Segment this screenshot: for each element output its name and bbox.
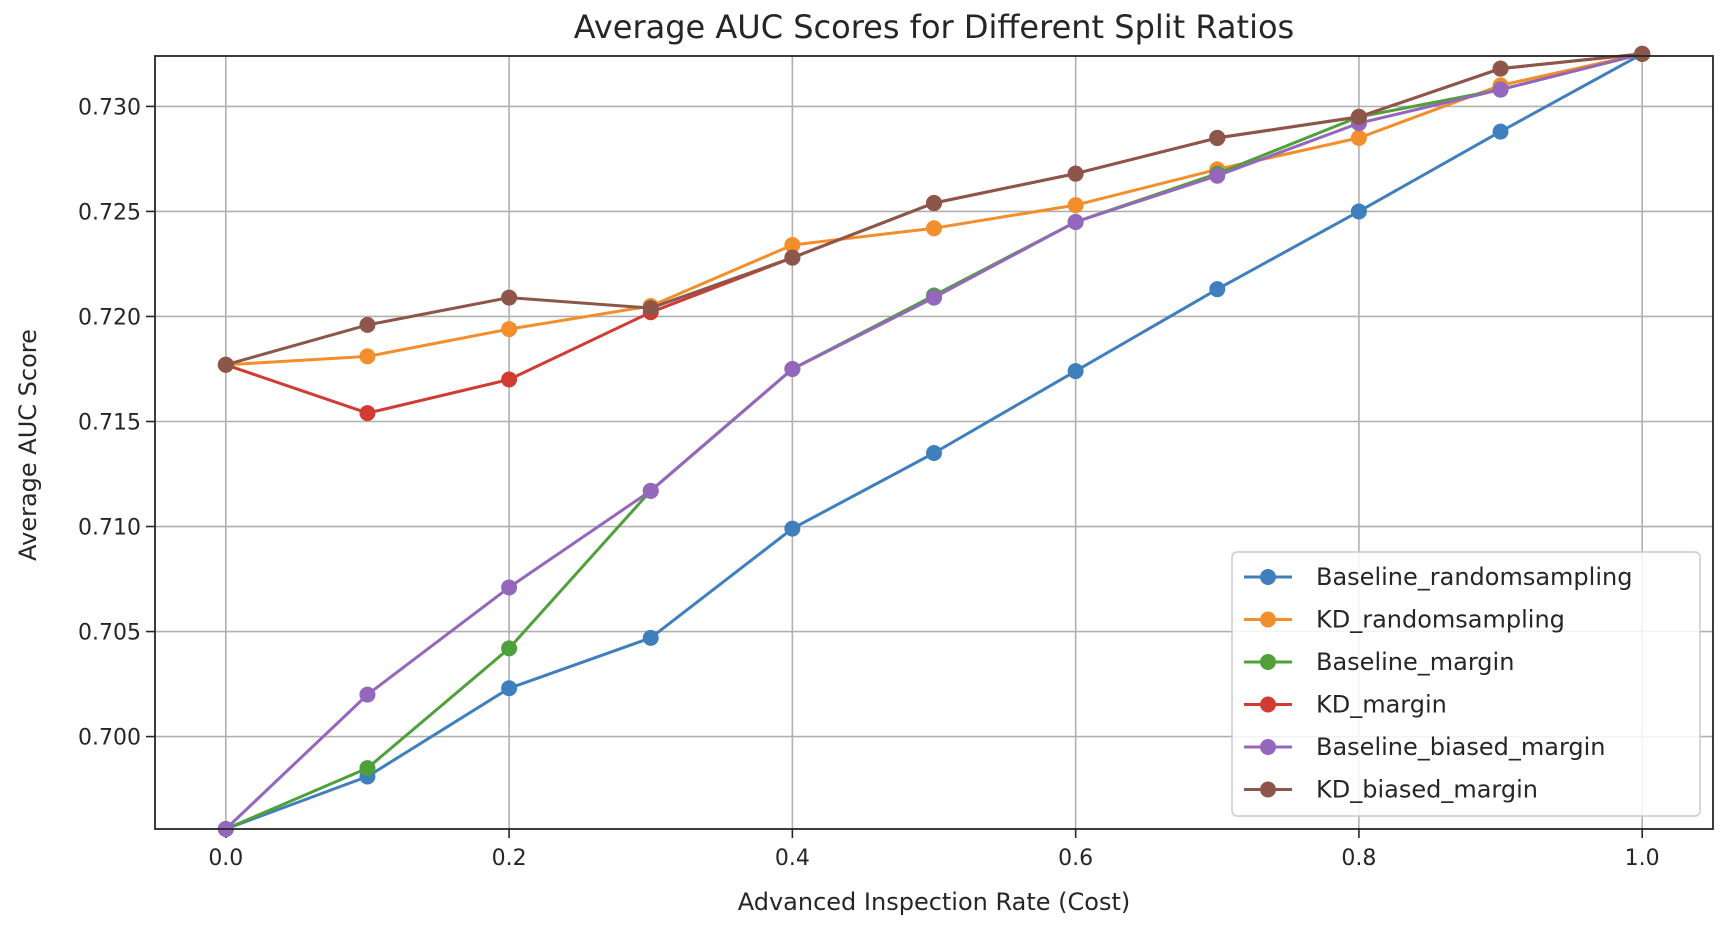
x-tick-label: 0.8 — [1341, 846, 1376, 871]
series-KD_biased_margin — [217, 45, 1651, 373]
legend-entry: KD_randomsampling — [1244, 606, 1565, 634]
y-axis-label: Average AUC Score — [14, 329, 42, 561]
data-point — [1067, 197, 1084, 214]
legend-marker — [1260, 611, 1276, 628]
data-point — [217, 356, 234, 373]
data-point — [359, 760, 376, 777]
legend-label: KD_margin — [1316, 691, 1447, 719]
data-point — [926, 220, 942, 237]
data-point — [1634, 45, 1651, 62]
legend-label: KD_randomsampling — [1316, 606, 1565, 634]
data-point — [1209, 167, 1226, 184]
x-tick-label: 1.0 — [1625, 846, 1660, 871]
chart-title: Average AUC Scores for Different Split R… — [574, 8, 1294, 46]
data-point — [642, 629, 659, 646]
data-point — [501, 371, 518, 388]
legend-label: Baseline_randomsampling — [1316, 563, 1632, 591]
data-point — [359, 348, 376, 365]
data-point — [784, 360, 801, 377]
data-point — [501, 680, 518, 697]
data-point — [501, 640, 518, 657]
data-point — [1209, 281, 1226, 298]
legend-marker — [1260, 654, 1276, 670]
y-tick-label: 0.700 — [78, 726, 141, 751]
y-tick-label: 0.715 — [78, 410, 141, 435]
data-point — [359, 405, 376, 422]
data-point — [501, 579, 518, 596]
y-tick-label: 0.730 — [78, 95, 141, 120]
data-point — [642, 300, 659, 317]
legend-entry: Baseline_randomsampling — [1244, 563, 1632, 591]
data-point — [1067, 165, 1084, 182]
legend-marker — [1260, 739, 1276, 755]
legend-entry: Baseline_biased_margin — [1244, 733, 1606, 761]
y-tick-label: 0.710 — [78, 516, 141, 541]
legend-label: KD_biased_margin — [1316, 776, 1538, 804]
y-tick-label: 0.720 — [78, 305, 141, 330]
data-point — [1350, 108, 1367, 125]
data-point — [784, 520, 801, 537]
data-point — [926, 289, 942, 306]
axis-ticks: 0.0 0.2 0.4 0.6 0.8 1.0 0.700 0.705 0.710 0.715 0.… — [78, 95, 1660, 871]
x-tick-label: 0.0 — [208, 846, 243, 871]
legend-label: Baseline_biased_margin — [1316, 733, 1606, 761]
data-point — [1350, 203, 1367, 220]
data-point — [1350, 129, 1367, 146]
data-point — [1067, 213, 1084, 230]
legend-marker — [1260, 569, 1276, 585]
x-tick-label: 0.4 — [775, 846, 810, 871]
legend: Baseline_randomsampling KD_randomsampling… — [1231, 551, 1701, 817]
series-layer — [217, 45, 1651, 837]
data-point — [926, 195, 942, 212]
data-point — [926, 445, 942, 462]
data-point — [501, 289, 518, 306]
data-point — [642, 482, 659, 499]
data-point — [359, 686, 376, 703]
x-tick-label: 0.6 — [1058, 846, 1093, 871]
y-tick-label: 0.705 — [78, 621, 141, 646]
legend-label: Baseline_margin — [1316, 648, 1514, 676]
data-point — [1492, 60, 1509, 77]
data-point — [1492, 81, 1509, 98]
data-point — [784, 249, 801, 266]
data-point — [1067, 363, 1084, 380]
legend-box — [1231, 551, 1701, 817]
x-axis-label: Advanced Inspection Rate (Cost) — [738, 888, 1131, 916]
plot-frame — [154, 55, 1714, 830]
y-tick-label: 0.725 — [78, 200, 141, 225]
x-tick-label: 0.2 — [492, 846, 527, 871]
data-point — [1209, 129, 1226, 146]
legend-entry: Baseline_margin — [1244, 648, 1514, 676]
legend-marker — [1260, 781, 1276, 798]
data-point — [501, 321, 518, 338]
data-point — [784, 237, 801, 254]
legend-entry: KD_biased_margin — [1244, 776, 1538, 804]
data-point — [359, 316, 376, 333]
legend-marker — [1260, 696, 1276, 713]
data-point — [1492, 123, 1509, 140]
legend-entry: KD_margin — [1244, 691, 1447, 719]
